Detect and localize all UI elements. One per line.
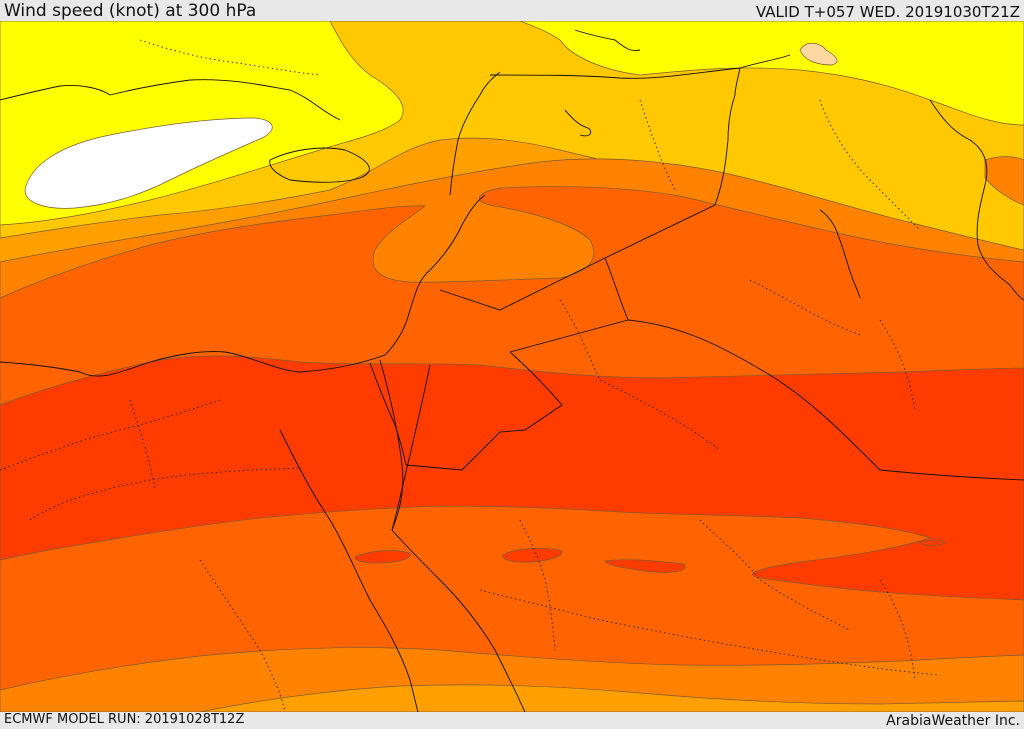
jet-streak-1: [354, 550, 411, 564]
band-orange-east-lobe: [984, 156, 1024, 206]
model-run: ECMWF MODEL RUN: 20191028T12Z: [4, 712, 245, 727]
footer-bar: ECMWF MODEL RUN: 20191028T12Z ArabiaWeat…: [0, 712, 1024, 729]
national-borders: [369, 54, 1024, 481]
calm-core-white: [24, 117, 273, 209]
band-orange-south: [0, 647, 1024, 712]
peach-patch: [799, 42, 838, 66]
jet-streak-4: [919, 539, 946, 546]
jet-streak-3: [604, 559, 686, 573]
valid-time: VALID T+057 WED. 20191030T21Z: [755, 3, 1020, 21]
header-bar: Wind speed (knot) at 300 hPa VALID T+057…: [0, 0, 1024, 21]
map-title: Wind speed (knot) at 300 hPa: [4, 1, 257, 21]
coastlines: [0, 29, 1024, 712]
jet-streak-2: [502, 547, 563, 563]
band-light-orange-south: [199, 684, 1024, 712]
band-bright-yellow-east: [519, 21, 1024, 126]
credit-label: ArabiaWeather Inc.: [886, 713, 1020, 729]
admin-boundaries: [0, 39, 941, 712]
wind-speed-map: [0, 21, 1024, 712]
